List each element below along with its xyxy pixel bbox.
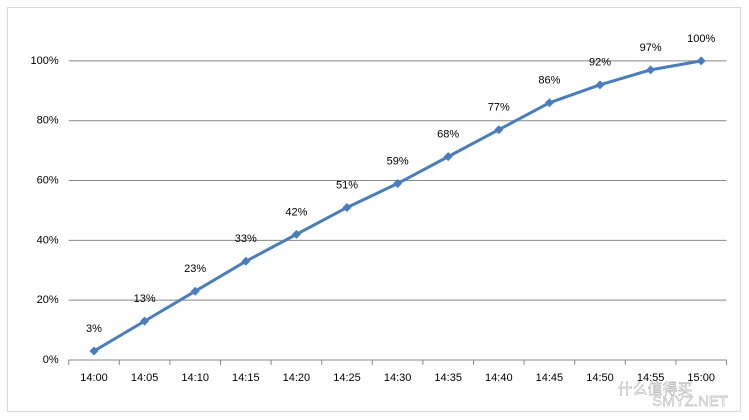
data-point [342,202,352,212]
data-point [646,65,656,75]
data-point [443,152,453,162]
data-label: 42% [285,206,307,218]
y-tick-label: 20% [37,294,59,306]
data-point [544,98,554,108]
x-tick-label: 15:00 [687,372,715,384]
y-tick-label: 60% [37,174,59,186]
y-tick-label: 100% [31,55,59,67]
data-label: 86% [538,75,560,87]
x-tick-label: 14:45 [536,372,564,384]
watermark-brand: 什么值得买 [617,381,692,398]
data-label: 77% [488,102,510,114]
data-point [595,80,605,90]
data-label: 13% [134,293,156,305]
data-label: 33% [235,233,257,245]
x-tick-label: 14:15 [232,372,260,384]
data-label: 68% [437,129,459,141]
y-tick-label: 0% [43,354,59,366]
x-tick-label: 14:00 [80,372,108,384]
data-point [696,56,706,66]
x-tick-label: 14:50 [586,372,614,384]
data-label: 23% [184,263,206,275]
data-label: 59% [387,155,409,167]
y-tick-label: 40% [37,234,59,246]
x-tick-label: 14:10 [181,372,209,384]
data-point [291,229,301,239]
x-tick-label: 14:25 [333,372,361,384]
data-point [241,256,251,266]
x-tick-label: 14:20 [283,372,311,384]
data-label: 92% [589,57,611,69]
data-label: 51% [336,179,358,191]
data-point [140,316,150,326]
data-label: 97% [640,42,662,54]
x-tick-label: 14:30 [384,372,412,384]
y-tick-label: 80% [37,115,59,127]
data-label: 3% [86,323,102,335]
data-label: 100% [687,33,715,45]
watermark-site: SMYZ.NET [652,393,728,410]
data-point [393,179,403,189]
data-point [89,346,99,356]
x-tick-label: 14:40 [485,372,513,384]
x-tick-label: 14:55 [637,372,665,384]
chart-border [7,7,741,412]
x-tick-label: 14:05 [131,372,159,384]
data-point [190,286,200,296]
x-tick-label: 14:35 [434,372,462,384]
data-point [494,125,504,135]
